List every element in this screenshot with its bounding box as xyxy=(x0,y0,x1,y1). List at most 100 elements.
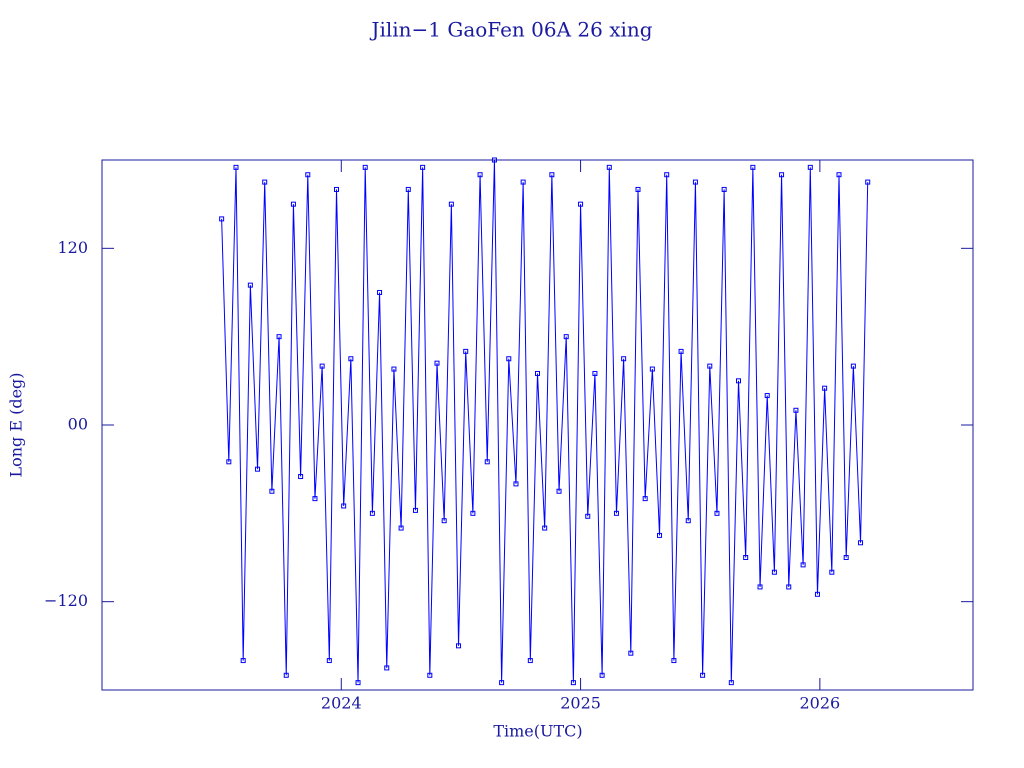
data-point xyxy=(491,157,497,163)
data-point xyxy=(334,186,339,192)
data-point xyxy=(865,179,871,185)
x-tick-label: 2024 xyxy=(321,694,362,713)
data-point xyxy=(226,459,232,465)
data-point xyxy=(599,672,605,678)
data-point xyxy=(606,164,612,170)
data-point xyxy=(434,360,440,366)
data-point xyxy=(362,164,368,170)
data-point xyxy=(506,356,512,362)
data-line xyxy=(221,159,869,683)
y-tick-label: −120 xyxy=(44,591,88,610)
data-point xyxy=(642,496,648,502)
data-point xyxy=(312,496,318,502)
x-axis-label: Time(UTC) xyxy=(493,722,582,741)
y-axis-label: Long E (deg) xyxy=(7,372,26,477)
chart-title: Jilin−1 GaoFen 06A 26 xing xyxy=(369,18,652,42)
data-point xyxy=(671,658,677,664)
data-point xyxy=(276,334,282,340)
data-point xyxy=(535,370,540,376)
data-point xyxy=(463,348,469,354)
data-point xyxy=(700,672,706,678)
data-point xyxy=(520,179,526,185)
data-point xyxy=(692,179,698,185)
data-point xyxy=(621,356,627,362)
data-point xyxy=(728,680,734,686)
data-point xyxy=(255,466,261,472)
data-point xyxy=(499,680,505,686)
data-point xyxy=(578,201,584,207)
data-point xyxy=(707,363,713,369)
data-point xyxy=(420,164,426,170)
data-point xyxy=(513,481,519,487)
data-point xyxy=(412,507,418,513)
data-point xyxy=(858,540,864,546)
data-point xyxy=(298,474,304,480)
data-point xyxy=(269,488,275,494)
data-point xyxy=(814,591,820,597)
data-point xyxy=(714,510,720,516)
data-point xyxy=(678,348,684,354)
x-tick-label: 2026 xyxy=(799,694,840,713)
data-point xyxy=(549,172,555,178)
data-point xyxy=(398,525,404,531)
data-point xyxy=(233,164,239,170)
data-point xyxy=(613,510,619,516)
data-point xyxy=(721,186,727,192)
data-point xyxy=(786,584,792,590)
data-point xyxy=(800,562,806,568)
data-point xyxy=(736,378,741,384)
data-point xyxy=(384,665,390,671)
data-point xyxy=(850,363,856,369)
x-tick-label: 2025 xyxy=(560,694,601,713)
data-point xyxy=(743,555,749,560)
data-point xyxy=(807,164,813,170)
data-point xyxy=(369,510,375,516)
data-point xyxy=(585,513,591,519)
data-point xyxy=(750,164,756,170)
data-point xyxy=(664,172,670,178)
data-point xyxy=(836,172,842,178)
plot-frame xyxy=(101,159,974,691)
data-point xyxy=(441,518,447,524)
data-point xyxy=(319,363,325,369)
data-point xyxy=(764,393,770,399)
data-point xyxy=(542,525,548,531)
data-point xyxy=(247,282,253,288)
data-point xyxy=(657,532,663,538)
data-point xyxy=(779,172,785,178)
data-point xyxy=(793,407,799,413)
data-point xyxy=(843,555,849,560)
data-point xyxy=(484,459,490,465)
data-point xyxy=(829,569,835,575)
data-point xyxy=(563,334,569,340)
data-point xyxy=(771,569,777,575)
data-point xyxy=(570,680,576,686)
data-point xyxy=(592,370,598,376)
data-point xyxy=(405,186,411,192)
y-tick-label: 120 xyxy=(57,238,88,257)
data-point xyxy=(456,643,462,649)
data-point xyxy=(326,658,332,664)
data-point xyxy=(527,658,533,664)
data-point xyxy=(283,672,289,678)
data-point xyxy=(628,650,634,656)
data-point xyxy=(757,584,763,590)
data-point xyxy=(822,385,828,391)
data-point xyxy=(470,510,476,516)
data-point xyxy=(219,216,225,222)
data-point xyxy=(262,179,268,185)
data-point xyxy=(685,518,691,524)
data-point xyxy=(290,201,296,207)
data-point xyxy=(355,680,361,686)
data-point xyxy=(305,172,311,178)
data-point xyxy=(448,201,454,207)
data-point xyxy=(649,366,655,372)
data-point xyxy=(635,186,641,192)
data-point xyxy=(427,672,433,678)
data-point xyxy=(477,172,483,178)
data-point xyxy=(341,503,347,509)
data-point xyxy=(391,366,397,372)
data-point xyxy=(240,658,246,664)
data-point xyxy=(556,488,562,494)
